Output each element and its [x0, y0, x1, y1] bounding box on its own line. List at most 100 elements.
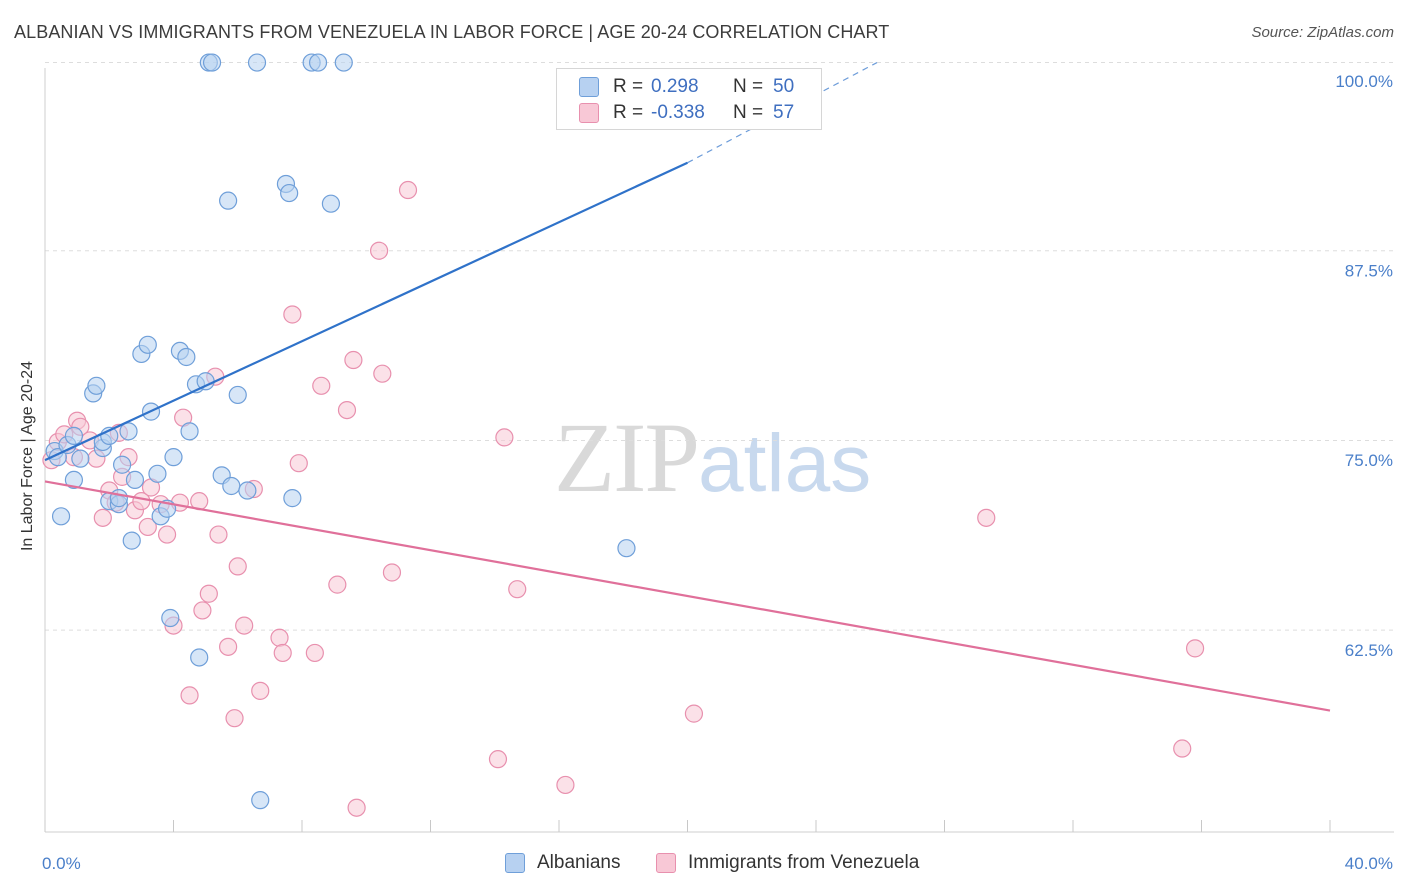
data-point: [180, 686, 199, 705]
data-point: [495, 428, 514, 447]
data-point: [225, 709, 244, 728]
data-point: [617, 539, 636, 558]
data-point: [273, 643, 292, 663]
data-point: [164, 448, 183, 467]
point-layer: [42, 53, 1205, 817]
data-point: [308, 53, 328, 72]
trend-layer: [44, 62, 1331, 712]
data-point: [347, 798, 366, 817]
stats-legend: R = 0.298 N = 50 R = -0.338 N = 57: [556, 68, 822, 130]
data-point: [125, 470, 145, 490]
trendline-venezuela: [44, 480, 1331, 712]
data-point: [1185, 639, 1205, 658]
data-point: [373, 364, 392, 383]
data-point: [71, 449, 90, 468]
data-point: [157, 525, 177, 544]
albanians-swatch: [579, 77, 599, 97]
data-point: [199, 584, 218, 603]
data-point: [148, 464, 167, 483]
data-point: [556, 775, 575, 795]
data-point: [219, 191, 238, 210]
data-point: [398, 180, 418, 200]
data-point: [64, 470, 84, 490]
data-point: [180, 422, 199, 441]
y-tick-label: 75.0%: [1345, 451, 1393, 470]
watermark-zip: ZIP: [554, 402, 700, 513]
data-point: [382, 563, 402, 582]
axis-layer: [44, 68, 1394, 833]
data-point: [177, 347, 196, 367]
series-legend: Albanians Immigrants from Venezuela: [0, 852, 1406, 876]
data-point: [235, 616, 254, 635]
r-value: -0.338: [651, 102, 705, 123]
r-label: R =: [613, 76, 644, 97]
legend-label: Albanians: [537, 852, 621, 873]
data-point: [209, 525, 228, 544]
data-point: [344, 350, 363, 370]
data-point: [977, 508, 996, 527]
data-point: [51, 507, 71, 526]
data-point: [219, 637, 238, 656]
data-point: [280, 183, 299, 203]
stats-row-albanians: R = 0.298 N = 50: [579, 74, 794, 100]
data-point: [238, 481, 257, 500]
data-point: [109, 489, 128, 508]
data-point: [251, 681, 270, 700]
data-point: [93, 508, 112, 527]
trendline-albanians: [44, 161, 688, 462]
data-point: [247, 53, 267, 72]
data-point: [684, 704, 704, 723]
x-tick-label: 40.0%: [1345, 854, 1393, 873]
data-point: [64, 426, 84, 445]
data-point: [193, 601, 212, 620]
tick-layer: 100.0% 87.5% 75.0% 62.5% 0.0% 40.0%: [42, 72, 1393, 873]
y-tick-label: 62.5%: [1345, 641, 1393, 660]
data-point: [119, 422, 138, 441]
data-point: [251, 791, 270, 810]
r-value: 0.298: [651, 76, 699, 97]
stats-row-venezuela: R = -0.338 N = 57: [579, 100, 794, 126]
data-point: [196, 372, 215, 391]
x-tick-label: 0.0%: [42, 854, 81, 873]
trendline-albanians-extension: [687, 62, 878, 164]
data-point: [283, 489, 302, 508]
data-point: [161, 608, 180, 628]
data-point: [321, 194, 341, 213]
data-point: [334, 53, 353, 72]
albanians-legend-swatch: [505, 853, 525, 873]
data-point: [228, 385, 247, 405]
data-point: [138, 517, 157, 537]
watermark-atlas: atlas: [698, 418, 872, 509]
data-point: [488, 750, 508, 769]
data-point: [305, 643, 324, 663]
data-point: [202, 53, 222, 72]
venezuela-legend-swatch: [656, 853, 676, 873]
data-point: [370, 241, 389, 260]
data-point: [122, 531, 141, 550]
n-label: N =: [733, 102, 764, 123]
data-point: [138, 335, 157, 354]
r-label: R =: [613, 102, 644, 123]
data-point: [222, 476, 241, 496]
watermark: ZIPatlas: [554, 400, 871, 515]
y-tick-label: 87.5%: [1345, 261, 1393, 280]
data-point: [283, 305, 302, 324]
data-point: [112, 455, 132, 474]
legend-item-albanians: Albanians: [505, 852, 620, 874]
data-point: [190, 648, 209, 667]
data-point: [87, 376, 106, 395]
venezuela-swatch: [579, 103, 599, 123]
data-point: [312, 376, 331, 395]
grid-layer: [45, 62, 1394, 631]
data-point: [508, 580, 527, 599]
legend-label: Immigrants from Venezuela: [688, 852, 920, 873]
legend-item-venezuela: Immigrants from Venezuela: [656, 852, 919, 874]
y-tick-label: 100.0%: [1335, 72, 1393, 91]
data-point: [328, 575, 347, 594]
n-value: 50: [773, 76, 795, 97]
data-point: [289, 454, 308, 473]
n-label: N =: [733, 76, 764, 97]
chart-title: ALBANIAN VS IMMIGRANTS FROM VENEZUELA IN…: [14, 22, 890, 42]
data-point: [270, 628, 289, 647]
